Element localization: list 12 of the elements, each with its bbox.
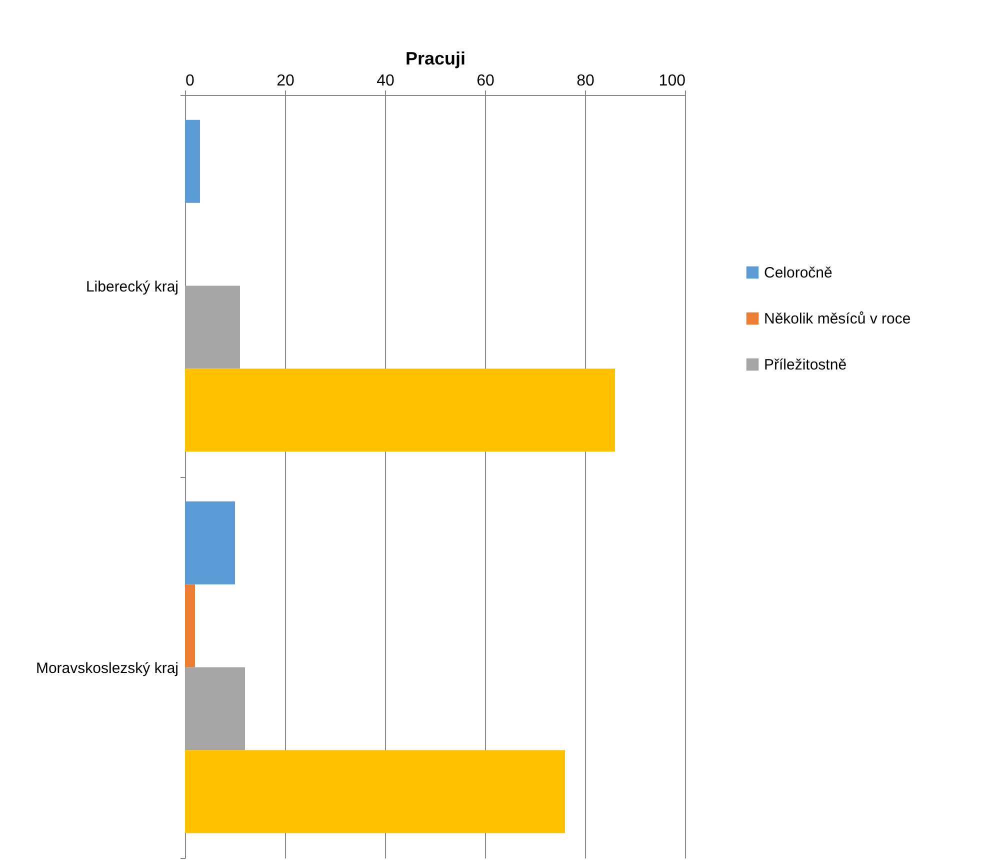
legend-label: Několik měsíců v roce [764, 310, 911, 328]
x-axis-title: Pracuji [405, 48, 466, 68]
x-tick-label: 80 [576, 72, 594, 90]
y-tick-label: Moravskoslezský kraj [36, 660, 178, 677]
x-tick-label: 60 [476, 72, 494, 90]
x-tick-label: 40 [376, 72, 394, 90]
y-tick-label: Liberecký kraj [86, 278, 178, 296]
x-tick-label: 20 [276, 72, 294, 90]
x-tick-label: 100 [658, 72, 686, 90]
x-tick-label: 0 [186, 72, 194, 90]
legend-label: Příležitostně [764, 356, 847, 374]
legend-label: Celoročně [764, 264, 832, 282]
